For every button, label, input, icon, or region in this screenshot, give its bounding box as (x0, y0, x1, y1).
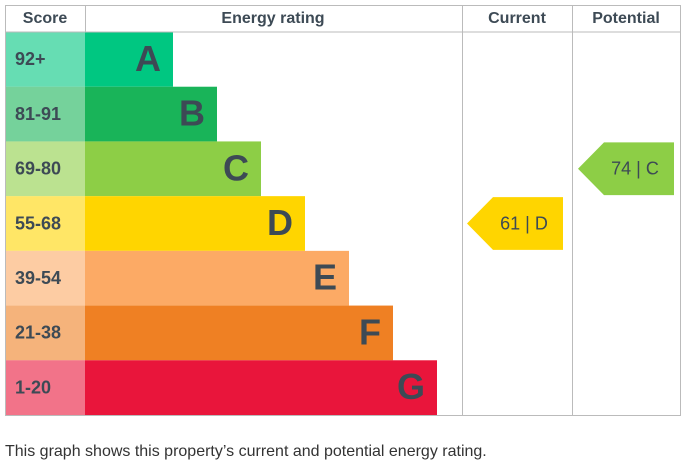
band-letter: G (397, 366, 425, 407)
band-letter: B (179, 93, 205, 134)
current-arrow (467, 197, 563, 250)
score-range: 39-54 (15, 268, 61, 288)
score-range: 92+ (15, 49, 46, 69)
epc-chart: 92+ A 81-91 B 69-80 C 55-68 D 39-54 E 21-38 F 1-20 G 6… (5, 5, 681, 416)
potential-label: 74 | C (611, 159, 659, 179)
band-bar (85, 305, 393, 361)
score-cell (5, 360, 85, 415)
score-cell (5, 196, 85, 251)
frame (5, 5, 681, 416)
score-cell (5, 250, 85, 306)
band-letter: A (135, 38, 161, 79)
band-bar (85, 86, 217, 142)
header: Current (488, 10, 546, 27)
score-cell (5, 305, 85, 361)
band-bar (85, 250, 349, 306)
current-label: 61 | D (500, 213, 548, 233)
band-letter: D (267, 202, 293, 243)
band-bar (85, 32, 173, 87)
band-letter: C (223, 147, 249, 188)
header: Potential (592, 10, 660, 27)
band-bar (85, 196, 305, 251)
header: Score (23, 10, 68, 27)
score-range: 1-20 (15, 377, 51, 397)
band-letter: E (313, 257, 337, 298)
score-range: 69-80 (15, 159, 61, 179)
score-cell (5, 86, 85, 142)
score-cell (5, 32, 85, 87)
band-letter: F (359, 311, 381, 352)
score-cell (5, 141, 85, 197)
score-range: 55-68 (15, 213, 61, 233)
caption: This graph shows this property’s current… (5, 443, 487, 460)
header: Energy rating (221, 10, 324, 27)
potential-arrow (578, 142, 674, 196)
band-bar (85, 360, 437, 415)
band-bar (85, 141, 261, 197)
score-range: 21-38 (15, 323, 61, 343)
bands: 92+ A 81-91 B 69-80 C 55-68 D 39-54 E 21-38 F 1-20 G 6… (5, 32, 674, 415)
score-range: 81-91 (15, 104, 61, 124)
